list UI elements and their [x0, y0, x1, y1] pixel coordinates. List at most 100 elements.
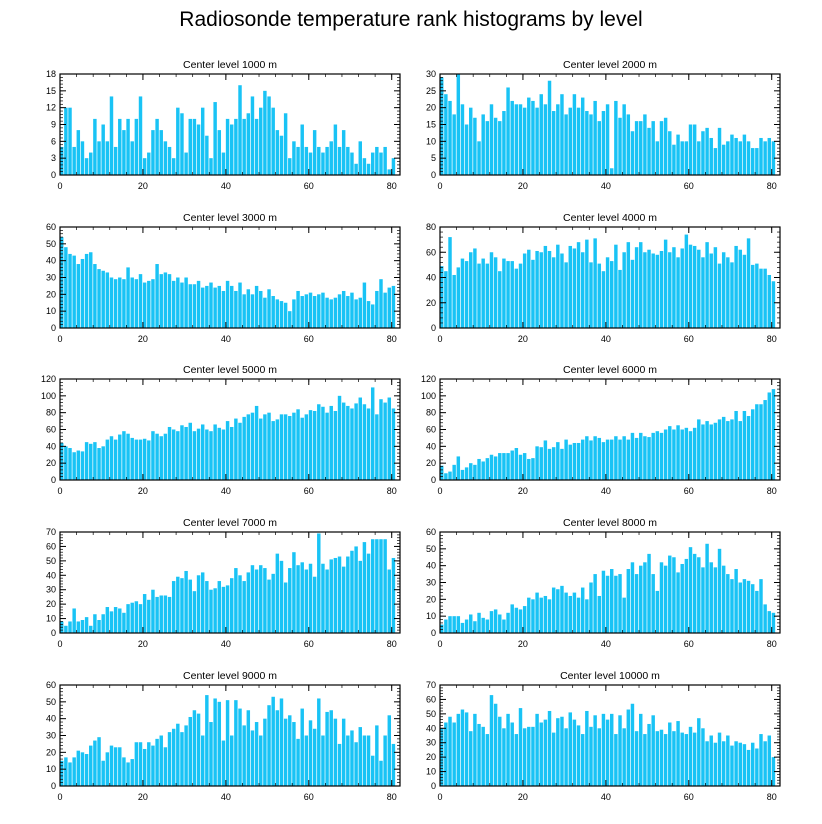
histogram-panel-8: Center level 8000 m 0 20 40 60 80 0 10 20 30 40 50 6…: [426, 517, 781, 649]
histogram-bar: [580, 97, 585, 175]
y-tick-label: 12: [46, 103, 56, 113]
histogram-bar: [564, 439, 568, 480]
histogram-bar: [456, 267, 461, 328]
histogram-bar: [726, 421, 730, 480]
histogram-bar: [448, 100, 452, 175]
y-tick-label: 80: [426, 408, 436, 418]
histogram-bar: [263, 414, 267, 480]
y-tick-label: 6: [51, 136, 56, 146]
histogram-bar: [366, 163, 371, 175]
histogram-bar: [263, 568, 267, 633]
histogram-bar: [333, 297, 338, 328]
x-tick-label: 0: [57, 639, 62, 649]
y-tick-label: 10: [46, 764, 56, 774]
histogram-bar: [205, 429, 209, 480]
histogram-bar: [639, 713, 643, 786]
histogram-bar: [109, 277, 114, 328]
histogram-bar: [460, 622, 465, 633]
histogram-bar: [308, 720, 313, 786]
histogram-bar: [72, 452, 76, 480]
histogram-bar: [138, 742, 143, 786]
histogram-bar: [556, 104, 560, 175]
histogram-bar: [506, 612, 510, 633]
histogram-bar: [684, 427, 689, 480]
x-tick-label: 40: [601, 792, 611, 802]
histogram-bar: [317, 698, 321, 786]
histogram-bar: [684, 141, 689, 175]
histogram-bar: [668, 555, 672, 633]
histogram-bar: [275, 130, 280, 175]
histogram-bar: [171, 581, 176, 633]
histogram-bar: [742, 410, 747, 480]
histogram-bar: [556, 589, 560, 633]
histogram-bar: [448, 471, 452, 480]
histogram-bar: [288, 568, 292, 633]
histogram-bar: [80, 451, 85, 480]
x-tick-label: 60: [304, 639, 314, 649]
histogram-bar: [738, 249, 742, 328]
histogram-bar: [568, 107, 572, 175]
histogram-bar: [134, 439, 139, 480]
y-tick-label: 50: [46, 239, 56, 249]
x-tick-label: 0: [437, 792, 442, 802]
histogram-bar: [547, 250, 552, 328]
histogram-bar: [717, 127, 722, 175]
histogram-bar: [547, 80, 552, 175]
histogram-bar: [105, 272, 110, 328]
histogram-bar: [672, 731, 676, 786]
histogram-bar: [655, 731, 660, 786]
histogram-bar: [113, 747, 118, 786]
histogram-bar: [697, 419, 701, 480]
histogram-bar: [680, 248, 684, 328]
histogram-bar: [498, 121, 502, 175]
histogram-bar: [358, 727, 362, 786]
histogram-bar: [614, 436, 618, 480]
histogram-bar: [605, 719, 610, 786]
histogram-bar: [341, 130, 346, 175]
histogram-bar: [292, 299, 296, 328]
histogram-bar: [271, 421, 275, 480]
histogram-bar: [502, 453, 506, 480]
histogram-bar: [151, 589, 155, 633]
histogram-bar: [366, 408, 371, 480]
histogram-bar: [64, 625, 68, 633]
histogram-bar: [346, 556, 350, 633]
histogram-bar: [84, 442, 89, 481]
histogram-bar: [300, 417, 304, 480]
histogram-bar: [568, 444, 572, 480]
histogram-bar: [738, 582, 742, 633]
histogram-bar: [366, 735, 371, 786]
histogram-bar: [113, 146, 118, 175]
panel-title: Center level 7000 m: [183, 517, 277, 529]
histogram-bar: [622, 436, 626, 480]
histogram-bar: [755, 263, 759, 328]
histogram-bar: [721, 144, 726, 175]
histogram-bar: [97, 737, 101, 786]
histogram-bar: [672, 247, 676, 328]
histogram-bar: [217, 130, 222, 175]
histogram-bar: [456, 456, 461, 480]
x-tick-label: 40: [601, 486, 611, 496]
histogram-bar: [539, 252, 543, 328]
histogram-bar: [375, 725, 379, 786]
x-tick-label: 20: [518, 486, 528, 496]
histogram-bar: [89, 745, 93, 786]
histogram-bar: [639, 242, 643, 328]
histogram-bar: [275, 710, 280, 786]
x-tick-label: 80: [767, 181, 777, 191]
histogram-bar: [601, 271, 606, 328]
histogram-bar: [304, 294, 309, 328]
histogram-bar: [288, 311, 292, 328]
histogram-bar: [750, 264, 755, 329]
x-tick-label: 20: [138, 334, 148, 344]
histogram-bar: [147, 152, 151, 175]
histogram-bar: [489, 454, 494, 480]
histogram-bar: [440, 624, 444, 633]
histogram-bar: [375, 290, 379, 328]
histogram-bar: [709, 562, 713, 633]
histogram-bar: [358, 397, 362, 480]
histogram-bar: [230, 285, 234, 328]
x-tick-label: 80: [767, 334, 777, 344]
histogram-bar: [151, 431, 155, 480]
histogram-bar: [535, 107, 539, 175]
